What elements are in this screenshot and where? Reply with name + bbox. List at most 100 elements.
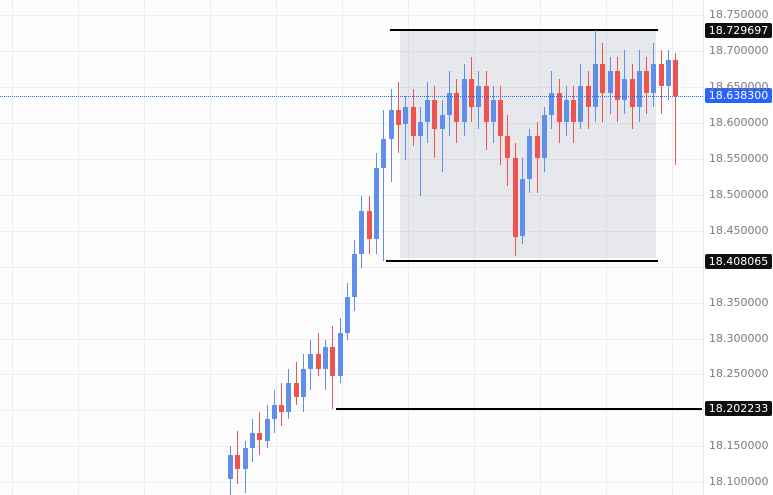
price-axis-label: 18.650000 [709, 80, 769, 94]
candle-body [534, 136, 540, 158]
candle-body [527, 136, 533, 180]
candle-body [344, 296, 350, 333]
candle-body [651, 64, 657, 93]
candle-body [417, 121, 423, 137]
candle-body [636, 71, 642, 108]
current-price-line [0, 95, 703, 97]
candle-body [454, 93, 460, 122]
price-axis-label: 18.450000 [709, 223, 769, 237]
candle-body [249, 433, 255, 448]
horizontal-gridline [0, 302, 703, 304]
horizontal-gridline [0, 15, 703, 17]
vertical-gridline [606, 0, 607, 495]
candle-body [293, 383, 299, 398]
price-axis-label: 18.250000 [709, 367, 769, 381]
candle-wick [295, 361, 297, 405]
candle-body [483, 85, 489, 122]
candle-body [257, 433, 263, 441]
horizontal-gridline [0, 482, 703, 484]
price-axis-label: 18.500000 [709, 187, 769, 201]
price-level-badge: 18.202233 [705, 401, 772, 417]
candle-body [315, 354, 321, 369]
price-axis-label: 18.600000 [709, 116, 769, 130]
candle-body [541, 114, 547, 158]
candle-body [330, 347, 336, 376]
candle-body [410, 107, 416, 136]
candle-body [374, 167, 379, 240]
candle-body [432, 100, 438, 129]
candle-body [352, 253, 358, 297]
vertical-gridline [144, 0, 145, 495]
candle-body [607, 71, 613, 93]
candle-body [308, 354, 314, 369]
price-level-line[interactable] [386, 260, 658, 262]
price-level-line[interactable] [336, 407, 702, 410]
candle-body [512, 157, 518, 237]
candle-body [673, 60, 679, 96]
price-axis-label: 18.150000 [709, 439, 769, 453]
candle-body [600, 64, 606, 93]
price-axis-label: 18.750000 [709, 8, 769, 22]
price-axis-label: 18.100000 [709, 475, 769, 489]
horizontal-gridline [0, 51, 703, 53]
candle-wick [675, 52, 677, 165]
candle-body [447, 93, 452, 115]
candle-body [359, 210, 365, 254]
horizontal-gridline [0, 374, 703, 376]
candle-wick [419, 107, 421, 197]
candle-body [571, 100, 577, 122]
candle-body [286, 383, 292, 412]
candle-body [228, 454, 233, 479]
candle-body [425, 100, 431, 122]
candle-body [490, 100, 496, 122]
vertical-gridline [474, 0, 475, 495]
price-axis-label: 18.350000 [709, 295, 769, 309]
candle-body [279, 404, 285, 412]
candle-body [520, 179, 525, 237]
candle-body [593, 64, 598, 108]
price-level-line[interactable] [390, 29, 658, 31]
candle-body [388, 110, 394, 139]
candle-body [498, 100, 504, 137]
vertical-gridline [276, 0, 277, 495]
horizontal-gridline [0, 159, 703, 160]
candle-body [242, 447, 248, 470]
candle-body [666, 60, 671, 86]
horizontal-gridline [0, 338, 703, 340]
vertical-gridline [342, 0, 343, 495]
plot-area[interactable] [0, 0, 703, 495]
vertical-gridline [540, 0, 541, 495]
horizontal-gridline [0, 87, 703, 89]
candle-body [403, 107, 409, 125]
candle-body [505, 136, 511, 158]
vertical-gridline [408, 0, 409, 495]
horizontal-gridline [0, 410, 703, 412]
price-axis[interactable]: 18.729697 18.408065 18.202233 18.638300 18.7… [703, 0, 773, 495]
candle-body [644, 71, 650, 93]
candle-body [629, 78, 635, 108]
candle-body [563, 100, 569, 122]
candle-body [614, 71, 620, 101]
candle-wick [441, 100, 443, 172]
price-level-badge: 18.729697 [705, 22, 772, 38]
horizontal-gridline [0, 230, 703, 232]
candle-body [622, 78, 628, 101]
candle-body [468, 78, 474, 108]
candle-body [578, 85, 584, 122]
price-axis-label: 18.550000 [709, 152, 769, 165]
vertical-gridline [78, 0, 79, 495]
candle-body [658, 64, 664, 86]
horizontal-gridline [0, 446, 703, 448]
candle-body [549, 93, 555, 115]
horizontal-gridline [0, 194, 703, 196]
candle-body [461, 78, 467, 122]
current-price-badge: 18.638300 [705, 88, 772, 104]
candle-body [556, 93, 562, 122]
candle-body [395, 110, 401, 125]
price-level-badge: 18.408065 [705, 253, 772, 269]
candle-wick [405, 95, 407, 161]
candle-body [366, 210, 372, 240]
candle-body [322, 347, 328, 369]
candle-body [337, 332, 343, 376]
